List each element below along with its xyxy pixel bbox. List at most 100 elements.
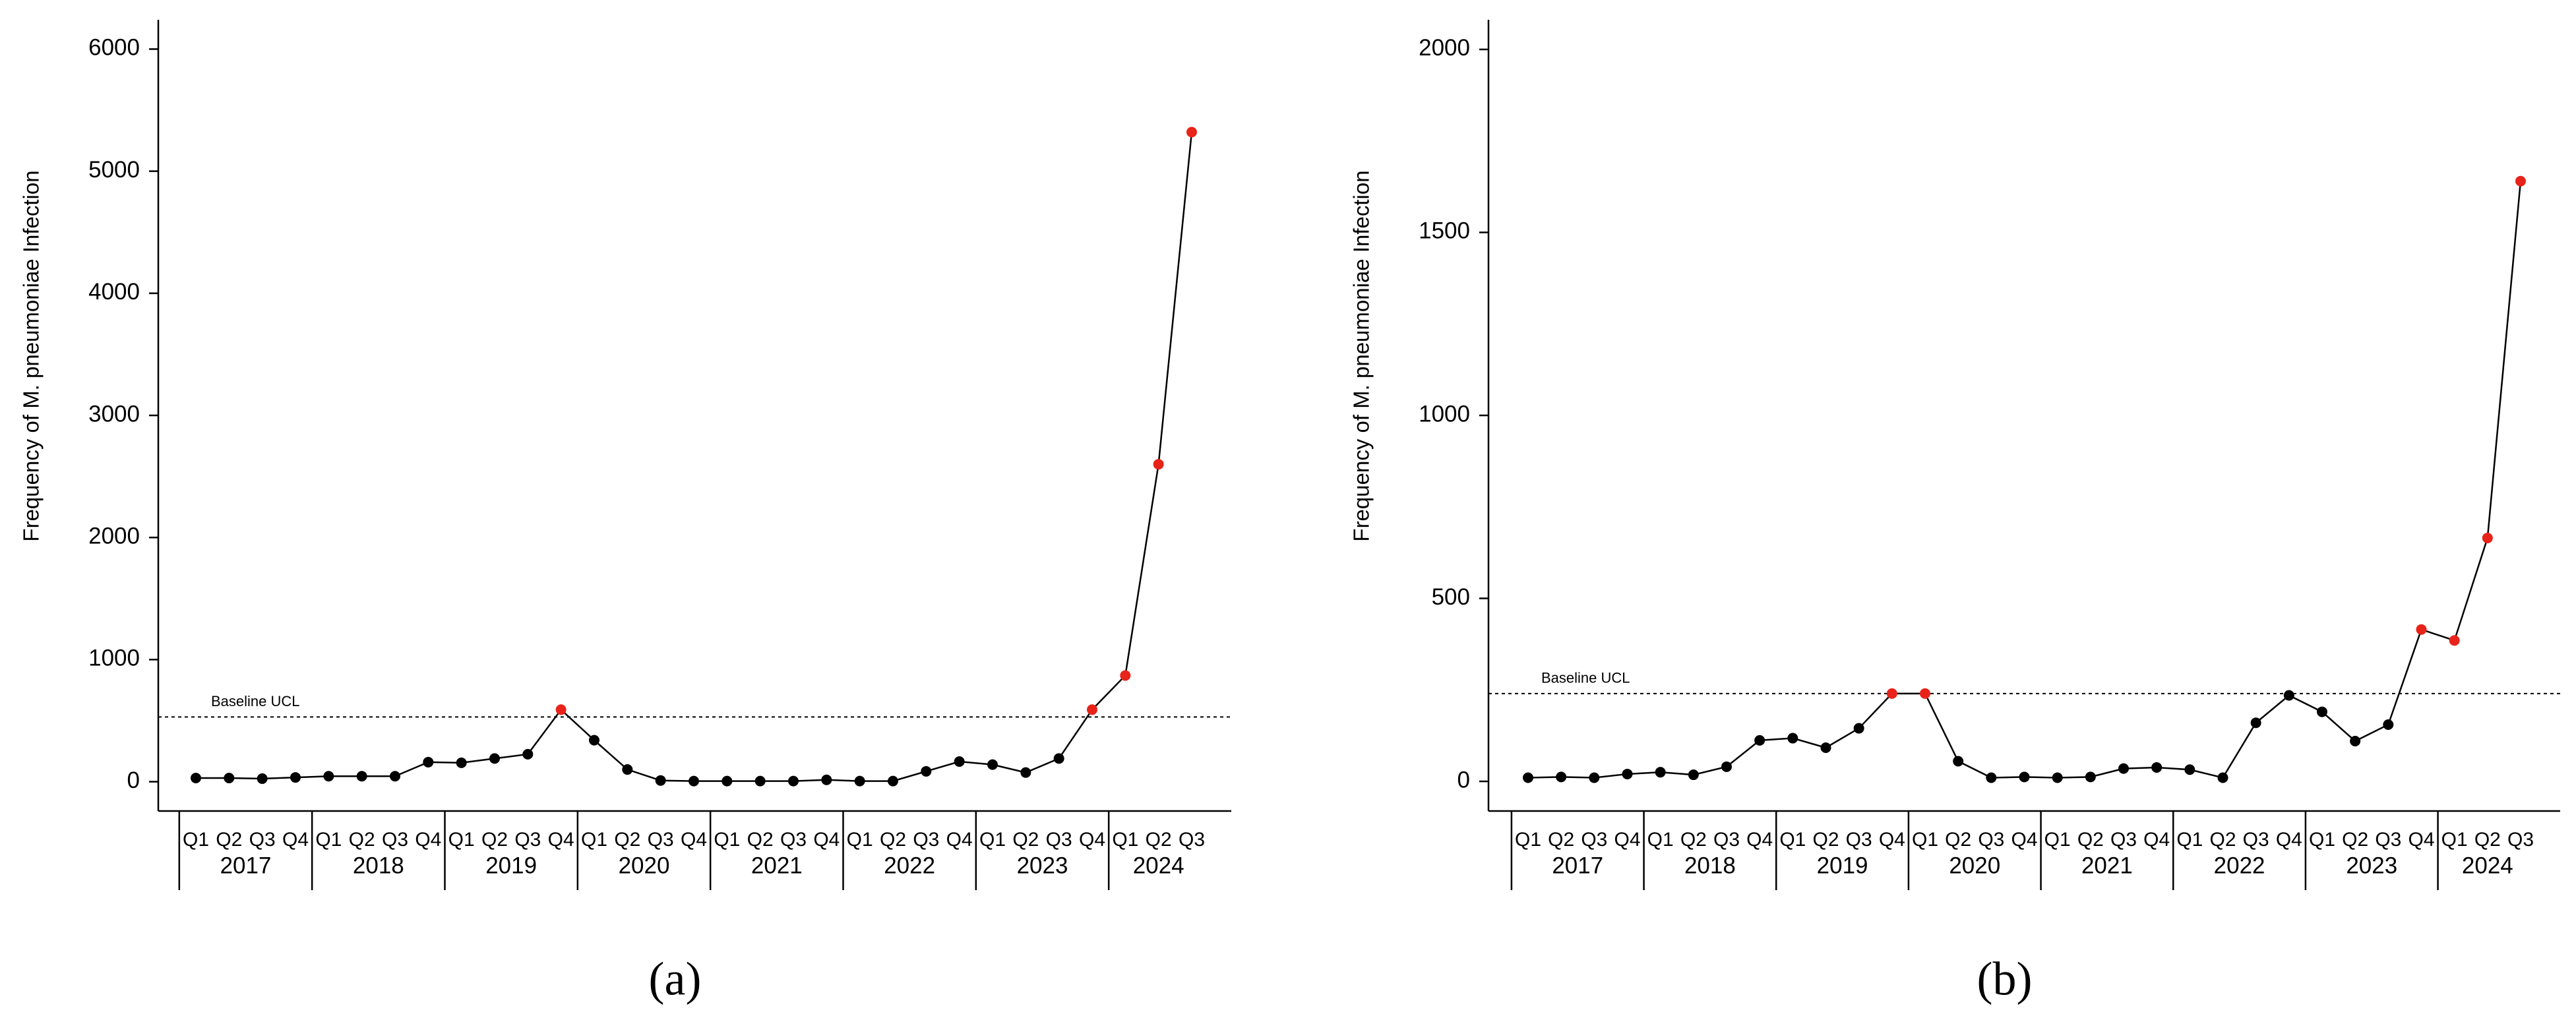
x-tick-label: Q4 bbox=[1079, 829, 1105, 851]
y-axis-label: Frequency of M. pneumoniae Infection bbox=[19, 170, 44, 541]
x-tick-label: Q1 bbox=[448, 829, 475, 851]
y-tick-label: 2000 bbox=[1419, 35, 1470, 61]
data-point bbox=[323, 771, 334, 782]
x-tick-label: Q1 bbox=[1515, 829, 1541, 851]
data-point bbox=[456, 757, 467, 768]
x-tick-label: Q2 bbox=[349, 829, 375, 851]
x-tick-label: Q3 bbox=[2243, 829, 2269, 851]
x-tick-label: Q1 bbox=[2441, 829, 2468, 851]
data-point bbox=[1186, 127, 1197, 138]
y-axis-label: Frequency of M. pneumoniae Infection bbox=[1349, 170, 1374, 541]
data-point bbox=[2482, 532, 2493, 543]
x-tick-label: Q4 bbox=[548, 829, 574, 851]
data-point bbox=[224, 773, 235, 783]
x-tick-label: Q2 bbox=[614, 829, 640, 851]
x-tick-label: Q1 bbox=[2044, 829, 2071, 851]
data-point bbox=[2350, 735, 2361, 746]
year-label: 2019 bbox=[485, 853, 537, 878]
data-point bbox=[1020, 767, 1031, 778]
data-point bbox=[1556, 771, 1567, 783]
x-tick-label: Q2 bbox=[1012, 829, 1039, 851]
year-label: 2020 bbox=[619, 853, 670, 878]
x-tick-label: Q3 bbox=[1179, 829, 1205, 851]
x-tick-label: Q2 bbox=[481, 829, 508, 851]
data-point bbox=[1853, 723, 1864, 734]
x-tick-label: Q3 bbox=[1713, 829, 1740, 851]
year-label: 2021 bbox=[751, 853, 803, 878]
data-point bbox=[2383, 719, 2394, 731]
x-tick-label: Q1 bbox=[1647, 829, 1674, 851]
data-point bbox=[1721, 761, 1732, 772]
x-tick-label: Q3 bbox=[2507, 829, 2534, 851]
y-tick-label: 0 bbox=[127, 767, 140, 793]
x-tick-label: Q1 bbox=[979, 829, 1006, 851]
data-point bbox=[821, 774, 832, 785]
x-tick-label: Q2 bbox=[1680, 829, 1707, 851]
x-tick-label: Q1 bbox=[1779, 829, 1806, 851]
data-point bbox=[1754, 735, 1765, 746]
data-point bbox=[2416, 624, 2427, 635]
x-tick-label: Q1 bbox=[714, 829, 740, 851]
data-point bbox=[2052, 772, 2063, 783]
data-point bbox=[1655, 767, 1666, 778]
x-tick-label: Q2 bbox=[880, 829, 906, 851]
x-tick-label: Q4 bbox=[681, 829, 707, 851]
data-point bbox=[489, 753, 500, 764]
data-point bbox=[1787, 733, 1798, 744]
y-tick-label: 1000 bbox=[1419, 401, 1470, 427]
x-tick-label: Q3 bbox=[1046, 829, 1072, 851]
x-tick-label: Q1 bbox=[581, 829, 607, 851]
x-tick-label: Q3 bbox=[514, 829, 541, 851]
x-tick-label: Q1 bbox=[2309, 829, 2335, 851]
y-tick-label: 1500 bbox=[1419, 218, 1470, 244]
y-tick-label: 5000 bbox=[88, 157, 140, 183]
series-line bbox=[196, 132, 1193, 782]
data-point bbox=[689, 775, 699, 787]
x-tick-label: Q3 bbox=[2375, 829, 2401, 851]
x-tick-label: Q4 bbox=[282, 829, 309, 851]
data-point bbox=[1087, 704, 1097, 715]
y-tick-label: 500 bbox=[1432, 584, 1470, 610]
x-tick-label: Q3 bbox=[382, 829, 408, 851]
x-tick-label: Q4 bbox=[1879, 829, 1905, 851]
y-tick-label: 2000 bbox=[88, 523, 140, 549]
year-label: 2022 bbox=[884, 853, 935, 878]
x-tick-label: Q3 bbox=[648, 829, 674, 851]
x-tick-label: Q1 bbox=[2176, 829, 2203, 851]
y-tick-label: 3000 bbox=[88, 401, 140, 427]
data-point bbox=[191, 773, 201, 783]
year-label: 2022 bbox=[2214, 853, 2265, 878]
panel-caption: (a) bbox=[649, 953, 702, 1006]
data-point bbox=[754, 775, 766, 787]
data-point bbox=[954, 756, 965, 767]
year-label: 2017 bbox=[1552, 853, 1603, 878]
data-point bbox=[721, 775, 733, 787]
reference-label: Baseline UCL bbox=[211, 693, 300, 709]
x-tick-label: Q4 bbox=[415, 829, 441, 851]
data-point bbox=[1622, 768, 1633, 779]
data-point bbox=[2217, 772, 2228, 783]
data-point bbox=[2317, 706, 2327, 717]
series-line bbox=[1527, 181, 2522, 779]
data-point bbox=[622, 764, 633, 775]
data-point bbox=[1120, 670, 1131, 681]
data-point bbox=[1523, 772, 1533, 783]
x-tick-label: Q4 bbox=[946, 829, 973, 851]
y-tick-label: 4000 bbox=[88, 279, 140, 305]
x-tick-label: Q3 bbox=[913, 829, 939, 851]
x-tick-label: Q4 bbox=[813, 829, 840, 851]
year-label: 2023 bbox=[2346, 853, 2397, 878]
data-point bbox=[655, 775, 666, 786]
x-tick-label: Q1 bbox=[183, 829, 209, 851]
x-tick-label: Q3 bbox=[1978, 829, 2004, 851]
data-point bbox=[2184, 764, 2195, 775]
year-label: 2018 bbox=[353, 853, 404, 878]
data-point bbox=[1688, 769, 1699, 781]
data-point bbox=[987, 759, 998, 770]
year-label: 2021 bbox=[2081, 853, 2133, 878]
x-tick-label: Q4 bbox=[2408, 829, 2434, 851]
x-tick-label: Q2 bbox=[2474, 829, 2501, 851]
x-tick-label: Q3 bbox=[1581, 829, 1607, 851]
x-tick-label: Q3 bbox=[249, 829, 276, 851]
x-tick-label: Q3 bbox=[780, 829, 807, 851]
